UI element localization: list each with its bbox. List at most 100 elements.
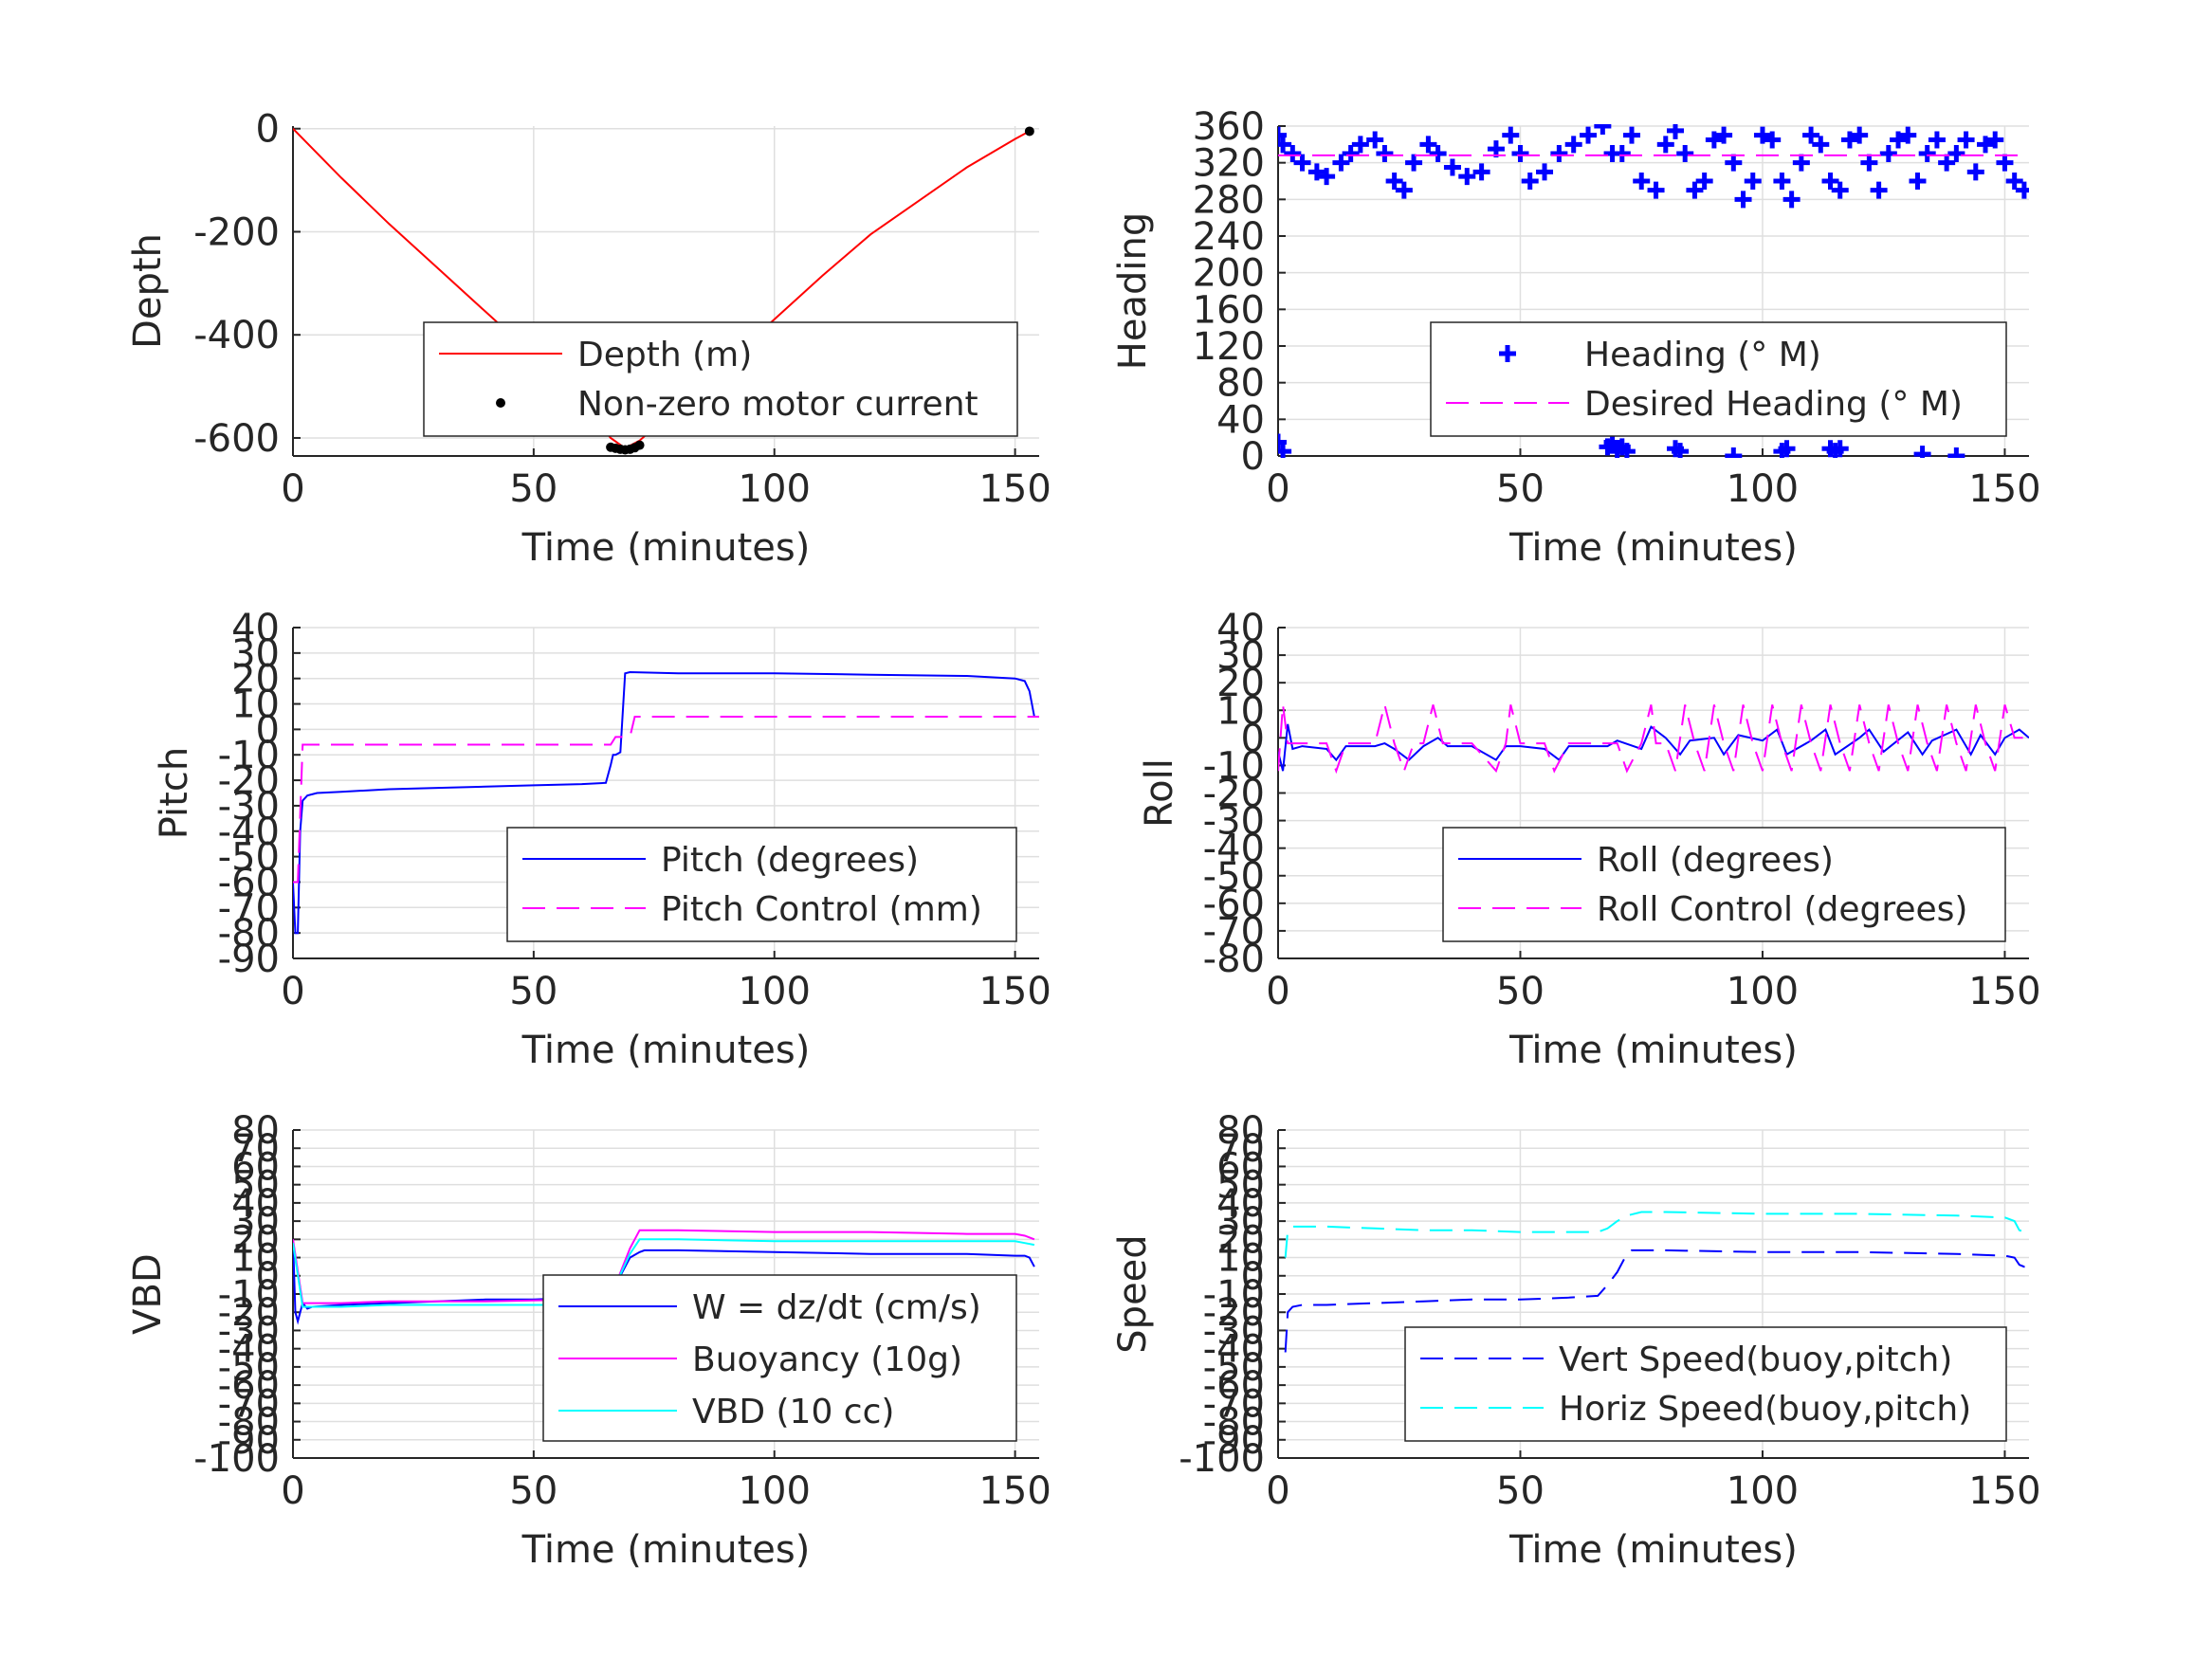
depth-chart: 0 50 100 150 -600 -400 -200 0 Time (minutes) Dept… — [126, 108, 1051, 570]
vbd-ytick-label: 50 — [231, 1164, 280, 1208]
pitch-ytick-label: -70 — [218, 886, 280, 930]
speed-xlabel: Time (minutes) — [1508, 1528, 1798, 1572]
speed-ytick-label: -50 — [1203, 1346, 1265, 1390]
heading-series-0-point — [1633, 173, 1651, 190]
speed-legend-label-0: Vert Speed(buoy,pitch) — [1559, 1340, 1952, 1379]
depth-xtick-label: 100 — [739, 467, 811, 511]
heading-series-0-point — [1405, 154, 1423, 172]
heading-series-0-point — [1840, 131, 1858, 149]
heading-series-0-point — [1656, 136, 1674, 154]
pitch-xtick-label: 150 — [978, 970, 1051, 1013]
roll-legend-label-1: Roll Control (degrees) — [1597, 890, 1967, 929]
heading-series-0-point — [1618, 443, 1636, 458]
heading-series-0-point — [1623, 126, 1641, 144]
speed-series-1-line — [1284, 1211, 2025, 1258]
heading-ytick-label: 320 — [1193, 142, 1265, 186]
heading-series-0-point — [1764, 131, 1782, 149]
roll-ytick-label: -40 — [1203, 828, 1265, 871]
roll-legend-box — [1442, 827, 2006, 942]
heading-series-0-point — [1778, 440, 1796, 458]
heading-series-0-point — [2005, 173, 2023, 190]
roll-ytick-label: 10 — [1216, 689, 1265, 733]
heading-series-0-point — [1725, 154, 1743, 172]
heading-legend-label-1: Desired Heading (° M) — [1584, 385, 1963, 424]
vbd-xtick-label: 50 — [509, 1469, 558, 1513]
heading-series-0-point — [1695, 173, 1713, 190]
speed-series-0-line — [1284, 1249, 2029, 1353]
heading-ytick-label: 360 — [1193, 105, 1265, 149]
heading-series-0-point — [1705, 131, 1723, 149]
heading-series-0-point — [1773, 173, 1791, 190]
vbd-ytick-label: 70 — [231, 1127, 280, 1171]
roll-xtick-label: 0 — [1266, 970, 1289, 1013]
pitch-ytick-label: 20 — [231, 658, 280, 702]
vbd-ytick-label: -40 — [218, 1328, 280, 1372]
vbd-ytick-label: 40 — [231, 1182, 280, 1226]
vbd-ytick-label: 20 — [231, 1218, 280, 1262]
pitch-legend: Pitch (degrees) Pitch Control (mm) — [506, 827, 1017, 942]
roll-ylabel: Roll — [1138, 758, 1181, 828]
heading-series-0-point — [1550, 145, 1568, 162]
heading-series-0-point — [1472, 163, 1490, 181]
speed-legend-box — [1404, 1326, 2007, 1442]
speed-ytick-label: 50 — [1216, 1164, 1265, 1208]
pitch-xtick-label: 0 — [281, 970, 304, 1013]
depth-xtick-label: 50 — [509, 467, 558, 511]
roll-xtick-label: 50 — [1496, 970, 1545, 1013]
speed-ytick-label: -80 — [1203, 1401, 1265, 1445]
heading-series-0-point — [1977, 136, 1995, 154]
heading-series-0-point — [1996, 154, 2014, 172]
heading-series-0-point — [1831, 440, 1849, 458]
heading-series-0-point — [1318, 168, 1336, 186]
roll-ytick-label: 40 — [1216, 607, 1265, 650]
heading-xtick-label: 50 — [1496, 467, 1545, 511]
heading-series-0-point — [1511, 145, 1529, 162]
pitch-ytick-label: 10 — [231, 684, 280, 727]
heading-series-0-point — [1947, 145, 1965, 162]
heading-series-0-point — [1385, 173, 1403, 190]
heading-series-0-point — [1928, 131, 1946, 149]
pitch-series-1-line — [293, 716, 1039, 884]
heading-series-0-point — [1647, 181, 1665, 199]
vbd-xtick-label: 100 — [739, 1469, 811, 1513]
heading-series-0-point — [1580, 126, 1598, 144]
heading-series-0-point — [1734, 191, 1752, 209]
roll-ytick-label: 0 — [1241, 717, 1265, 760]
heading-series-0-point — [1672, 443, 1690, 458]
roll-legend-label-0: Roll (degrees) — [1597, 841, 1834, 880]
roll-ytick-label: -60 — [1203, 883, 1265, 926]
roll-xtick-label: 150 — [1968, 970, 2040, 1013]
vbd-legend-label-0: W = dz/dt (cm/s) — [692, 1288, 981, 1327]
heading-xtick-label: 100 — [1727, 467, 1799, 511]
heading-series-0-point — [1831, 181, 1849, 199]
speed-ytick-label: -60 — [1203, 1364, 1265, 1408]
heading-series-0-point — [1366, 131, 1384, 149]
heading-ytick-label: 40 — [1216, 398, 1265, 442]
heading-series-0-point — [1986, 131, 2004, 149]
heading-legend-label-0: Heading (° M) — [1584, 336, 1821, 374]
speed-ytick-label: -90 — [1203, 1419, 1265, 1463]
speed-xtick-label: 50 — [1496, 1469, 1545, 1513]
roll-xlabel: Time (minutes) — [1508, 1029, 1798, 1072]
roll-series-1-line — [1278, 704, 2029, 775]
depth-legend-box — [423, 321, 1018, 437]
heading-series-0-point — [1278, 126, 1287, 144]
speed-ytick-label: -20 — [1203, 1291, 1265, 1335]
pitch-ytick-label: -30 — [218, 785, 280, 829]
vbd-ytick-label: -10 — [218, 1273, 280, 1317]
heading-ytick-label: 0 — [1241, 435, 1265, 479]
pitch-ytick-label: -80 — [218, 912, 280, 956]
heading-series-0-point — [1594, 124, 1612, 135]
vbd-ytick-label: 80 — [231, 1109, 280, 1153]
pitch-plot-area — [293, 670, 1039, 935]
speed-xtick-label: 150 — [1968, 1469, 2040, 1513]
pitch-ytick-label: -40 — [218, 811, 280, 854]
heading-ytick-label: 200 — [1193, 252, 1265, 296]
heading-series-0-point — [1890, 131, 1908, 149]
heading-series-0-point — [1899, 126, 1917, 144]
vbd-ytick-label: -80 — [218, 1401, 280, 1445]
heading-series-0-point — [2015, 181, 2029, 199]
vbd-ytick-label: 30 — [231, 1200, 280, 1244]
